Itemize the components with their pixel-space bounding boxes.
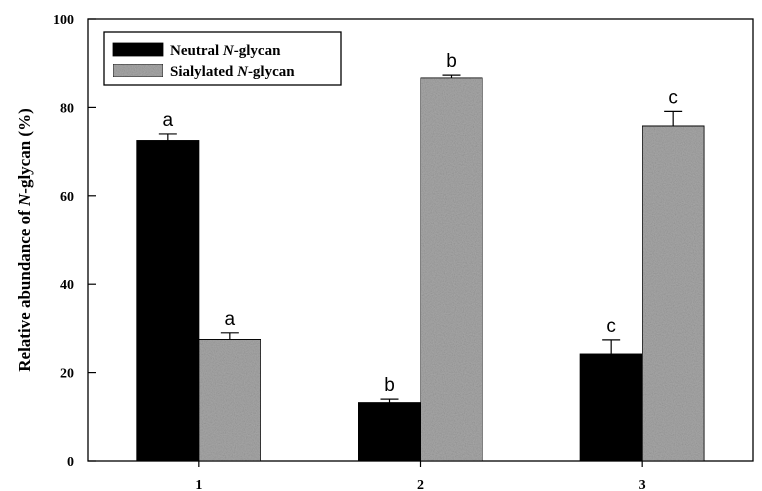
legend: Neutral N-glycan Sialylated N-glycan <box>103 31 342 86</box>
x-tick-label-2: 2 <box>417 478 424 491</box>
bar-neutral-2 <box>358 402 421 462</box>
bar-neutral-1 <box>136 140 200 462</box>
bar-neutral-3 <box>579 353 643 462</box>
sig-label-0-3: c <box>606 316 616 337</box>
legend-label-sialylated: Sialylated N-glycan <box>170 64 295 80</box>
bars: a a b b c c <box>136 51 705 462</box>
bar-sialylated-2 <box>420 77 483 462</box>
y-tick-label-80: 80 <box>60 101 74 116</box>
bar-sialylated-3 <box>641 125 705 462</box>
y-tick-label-0: 0 <box>67 455 74 470</box>
y-axis: 0 20 40 60 80 100 <box>53 13 96 470</box>
x-tick-label-1: 1 <box>195 478 202 491</box>
sig-label-0-2: b <box>384 375 395 396</box>
legend-label-neutral: Neutral N-glycan <box>170 43 281 59</box>
y-tick-label-40: 40 <box>60 278 74 293</box>
y-tick-label-20: 20 <box>60 367 74 382</box>
sig-label-0-1: a <box>163 110 174 131</box>
legend-swatch-sialylated <box>112 63 164 78</box>
x-tick-label-3: 3 <box>639 478 646 491</box>
sig-label-1-1: a <box>225 309 236 330</box>
y-tick-label-100: 100 <box>53 13 74 28</box>
legend-swatch-neutral <box>112 42 164 57</box>
sig-label-1-2: b <box>446 51 457 72</box>
bar-sialylated-1 <box>198 338 262 462</box>
y-axis-title: Relative abundance of N-glycan (%) <box>15 108 34 372</box>
x-axis: 1 2 3 <box>195 461 646 491</box>
sig-label-1-3: c <box>668 87 678 108</box>
y-tick-label-60: 60 <box>60 190 74 205</box>
